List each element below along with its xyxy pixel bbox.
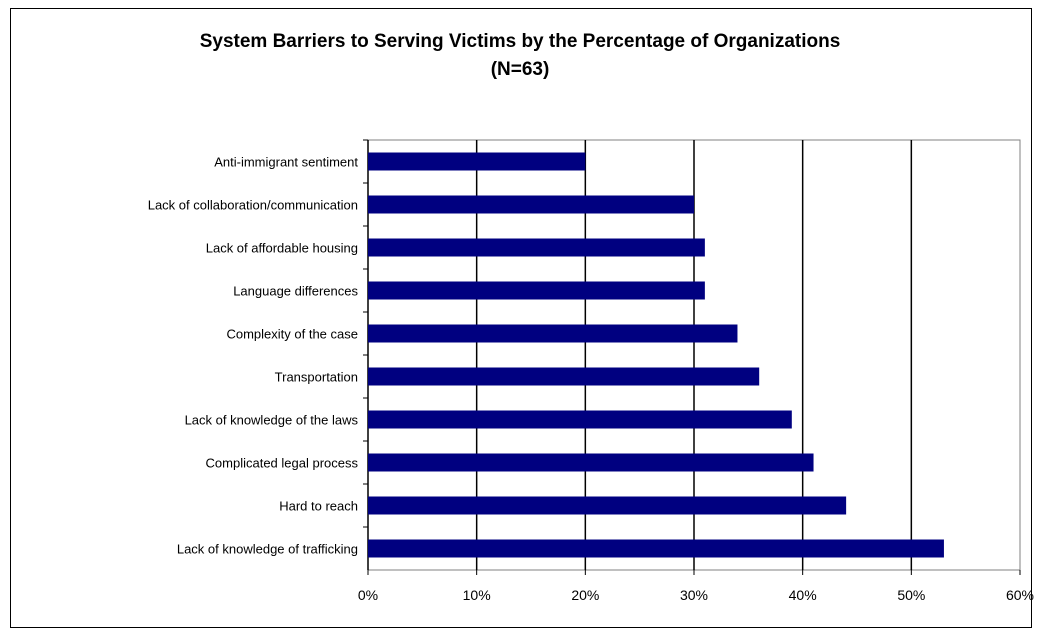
bar — [368, 367, 760, 386]
bar — [368, 281, 705, 300]
bar — [368, 496, 847, 515]
bar — [368, 453, 814, 472]
bar — [368, 410, 792, 429]
category-label: Complexity of the case — [226, 327, 358, 342]
x-tick-label: 30% — [680, 587, 708, 603]
category-label: Lack of knowledge of the laws — [185, 413, 359, 428]
category-label: Lack of knowledge of trafficking — [177, 542, 358, 557]
bar — [368, 195, 694, 214]
category-label: Lack of affordable housing — [206, 241, 358, 256]
chart-title: System Barriers to Serving Victims by th… — [199, 31, 841, 52]
bar — [368, 238, 705, 257]
chart-title-block: System Barriers to Serving Victims by th… — [0, 28, 1040, 84]
category-label: Anti-immigrant sentiment — [214, 155, 358, 170]
x-tick-label: 10% — [463, 587, 491, 603]
bar — [368, 152, 586, 171]
x-tick-label: 60% — [1006, 587, 1034, 603]
x-tick-label: 20% — [571, 587, 599, 603]
category-label: Hard to reach — [279, 499, 358, 514]
bar — [368, 539, 944, 558]
x-tick-label: 0% — [358, 587, 378, 603]
category-label: Lack of collaboration/communication — [148, 198, 358, 213]
chart-subtitle: (N=63) — [490, 59, 550, 80]
bar — [368, 324, 738, 343]
category-label: Complicated legal process — [206, 456, 359, 471]
x-tick-label: 50% — [897, 587, 925, 603]
x-tick-label: 40% — [789, 587, 817, 603]
category-label: Transportation — [275, 370, 358, 385]
category-label: Language differences — [233, 284, 358, 299]
